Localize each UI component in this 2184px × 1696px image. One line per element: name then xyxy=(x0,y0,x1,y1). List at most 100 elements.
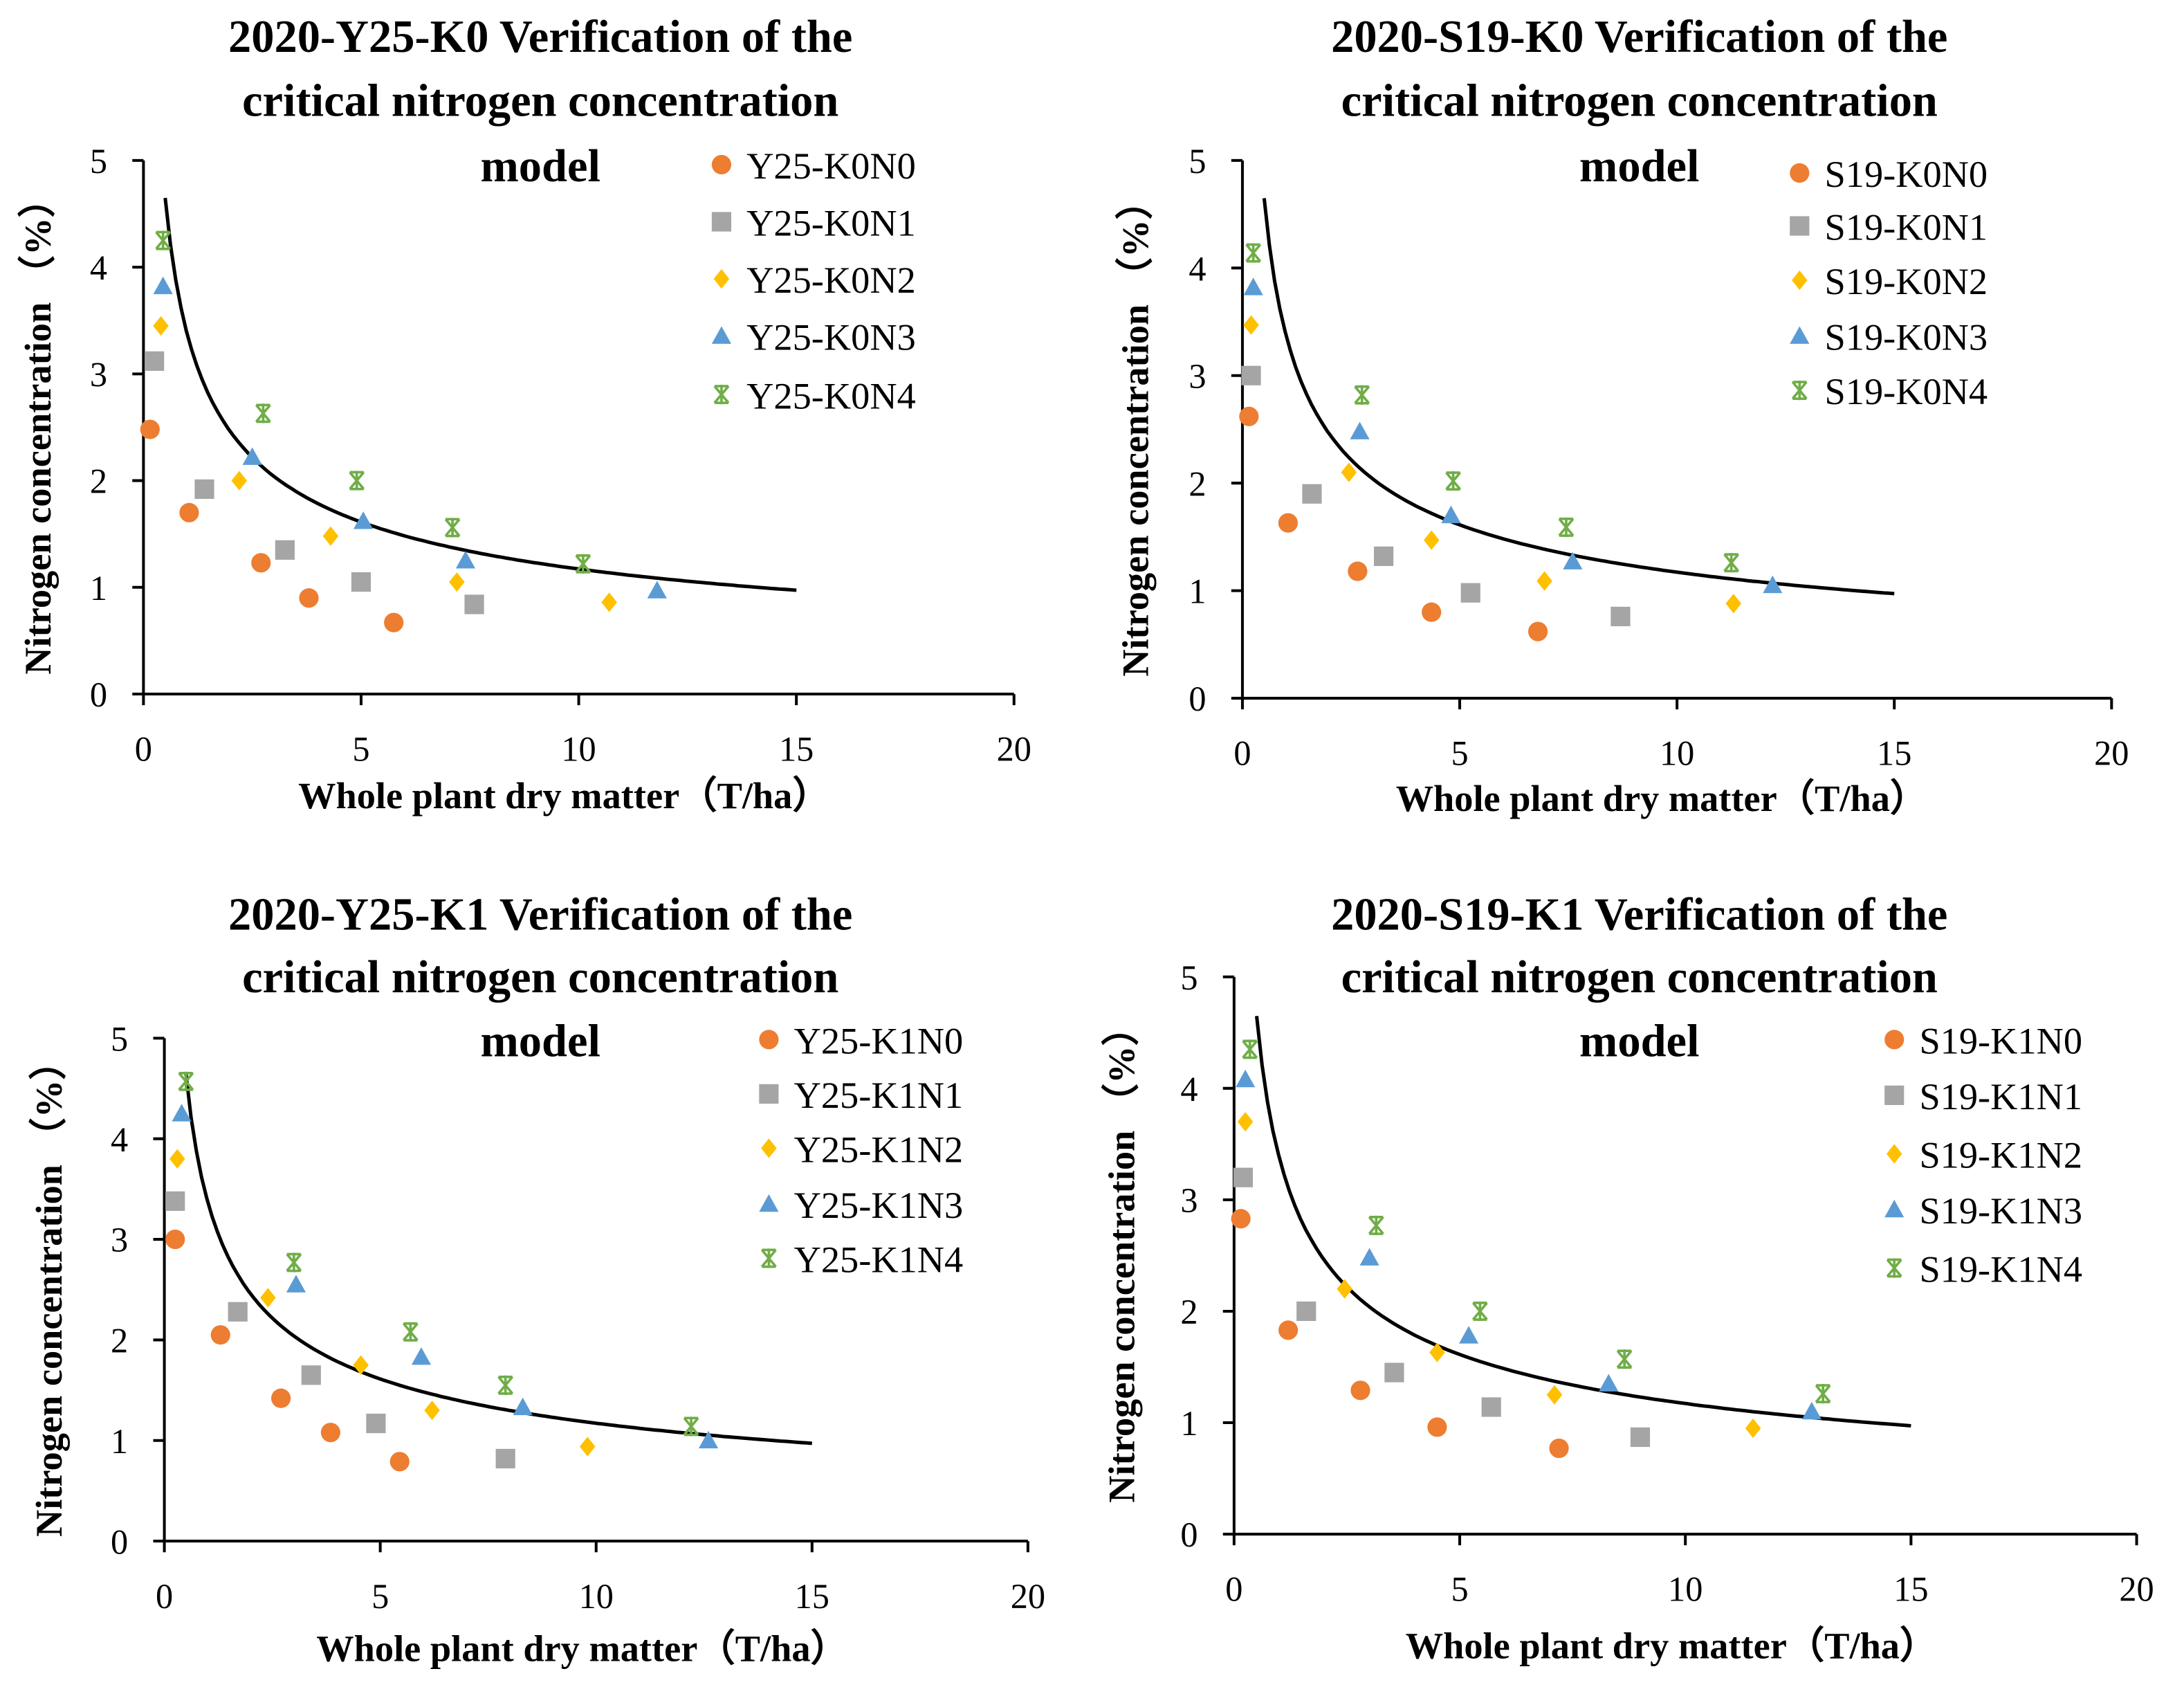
x-tick-label: 5 xyxy=(1451,1570,1468,1609)
chart-title-line: 2020-S19-K1 Verification of the xyxy=(1331,889,1947,940)
critical-nitrogen-curve xyxy=(163,197,797,592)
data-point xyxy=(444,518,461,538)
series-Y25-K0N2 xyxy=(153,316,617,612)
series-S19-K0N2 xyxy=(1243,315,1742,614)
legend-label: Y25-K0N2 xyxy=(746,259,916,301)
data-point xyxy=(1599,1374,1619,1392)
data-point xyxy=(1384,1362,1404,1383)
chart-title-line: critical nitrogen concentration xyxy=(242,952,838,1003)
y-tick-label: 2 xyxy=(90,462,107,501)
legend-marker xyxy=(760,1248,777,1268)
series-S19-K1N2 xyxy=(1237,1112,1761,1439)
x-axis-label: Whole plant dry matter（T/ha） xyxy=(316,1627,848,1669)
chart-title-line: critical nitrogen concentration xyxy=(242,75,838,126)
legend-label: S19-K1N1 xyxy=(1919,1076,2082,1118)
data-point xyxy=(402,1322,419,1342)
y-tick-label: 2 xyxy=(1180,1293,1197,1331)
legend-label: Y25-K0N4 xyxy=(746,375,916,417)
x-tick-label: 0 xyxy=(1225,1570,1242,1609)
data-point xyxy=(153,276,173,295)
critical-nitrogen-curve xyxy=(184,1073,813,1446)
data-point xyxy=(251,553,271,573)
y-tick-label: 3 xyxy=(1189,357,1206,396)
x-tick-label: 0 xyxy=(135,730,152,769)
legend-marker xyxy=(713,385,730,405)
chart-title-line: critical nitrogen concentration xyxy=(1341,952,1938,1003)
data-point xyxy=(1374,546,1394,566)
y-tick-label: 4 xyxy=(1189,249,1206,288)
data-point xyxy=(384,612,404,632)
data-point xyxy=(1237,1112,1254,1132)
data-point xyxy=(1239,406,1259,426)
x-axis-label: Whole plant dry matter（T/ha） xyxy=(1406,1625,1938,1666)
x-tick-label: 15 xyxy=(1877,734,1911,773)
y-tick-label: 0 xyxy=(1189,680,1206,718)
data-point xyxy=(1611,606,1631,627)
data-point xyxy=(1242,1039,1258,1059)
data-point xyxy=(1630,1427,1651,1448)
data-point xyxy=(1245,243,1262,263)
data-point xyxy=(1763,575,1783,594)
data-point xyxy=(497,1375,514,1395)
data-point xyxy=(1481,1397,1501,1417)
data-point xyxy=(349,471,365,491)
y-tick-label: 5 xyxy=(111,1019,128,1058)
legend-label: S19-K0N4 xyxy=(1825,371,1988,412)
y-tick-label: 5 xyxy=(1180,958,1197,997)
data-point xyxy=(231,471,248,491)
data-point xyxy=(1350,1380,1370,1401)
data-point xyxy=(169,1149,185,1169)
data-point xyxy=(1341,462,1357,482)
data-point xyxy=(179,502,199,522)
legend-label: S19-K0N1 xyxy=(1825,207,1988,248)
data-point xyxy=(1231,1209,1251,1229)
data-point xyxy=(1422,602,1442,622)
x-tick-label: 5 xyxy=(371,1577,389,1616)
chart-panel: 2020-Y25-K0 Verification of the critical … xyxy=(17,12,1031,817)
y-tick-label: 4 xyxy=(90,248,107,287)
data-point xyxy=(351,572,371,592)
data-point xyxy=(172,1104,192,1122)
series-Y25-K1N4 xyxy=(178,1071,699,1437)
legend-marker xyxy=(759,1084,779,1104)
y-tick-label: 1 xyxy=(90,569,107,608)
data-point xyxy=(165,1229,185,1250)
data-point xyxy=(140,419,160,439)
legend-label: Y25-K0N3 xyxy=(746,317,916,358)
legend-label: Y25-K0N1 xyxy=(746,203,916,244)
series-Y25-K1N1 xyxy=(165,1191,515,1469)
legend-marker xyxy=(1884,1085,1905,1105)
legend-label: Y25-K0N0 xyxy=(746,145,916,187)
x-tick-label: 10 xyxy=(561,730,596,769)
x-tick-label: 10 xyxy=(579,1577,614,1616)
series-Y25-K0N4 xyxy=(155,230,591,574)
data-point xyxy=(698,1430,719,1449)
x-tick-label: 20 xyxy=(1011,1577,1045,1616)
data-point xyxy=(1536,571,1552,591)
data-point xyxy=(389,1452,410,1472)
data-point xyxy=(286,1252,302,1273)
legend-marker xyxy=(713,268,730,289)
y-tick-label: 1 xyxy=(111,1422,128,1461)
data-point xyxy=(1458,1326,1479,1344)
legend-marker xyxy=(711,326,732,344)
y-tick-label: 5 xyxy=(1189,142,1206,181)
y-tick-label: 0 xyxy=(1180,1515,1197,1554)
data-point xyxy=(1815,1384,1831,1404)
data-point xyxy=(228,1302,248,1322)
chart-panel: 2020-S19-K0 Verification of the critical … xyxy=(1114,12,2129,819)
x-axis-label: Whole plant dry matter（T/ha） xyxy=(1396,778,1928,819)
legend-marker xyxy=(1884,1030,1905,1050)
data-point xyxy=(1350,421,1370,439)
data-point xyxy=(1549,1438,1569,1459)
data-point xyxy=(271,1388,291,1408)
data-point xyxy=(495,1448,515,1469)
legend-label: S19-K0N3 xyxy=(1825,317,1988,358)
data-point xyxy=(155,230,172,250)
chart-title-line: model xyxy=(1579,141,1699,192)
y-tick-label: 1 xyxy=(1189,572,1206,611)
chart-title-line: critical nitrogen concentration xyxy=(1341,75,1938,126)
x-tick-label: 5 xyxy=(1451,734,1468,773)
data-point xyxy=(683,1416,699,1437)
chart-panel: 2020-S19-K1 Verification of the critical … xyxy=(1101,889,2154,1666)
